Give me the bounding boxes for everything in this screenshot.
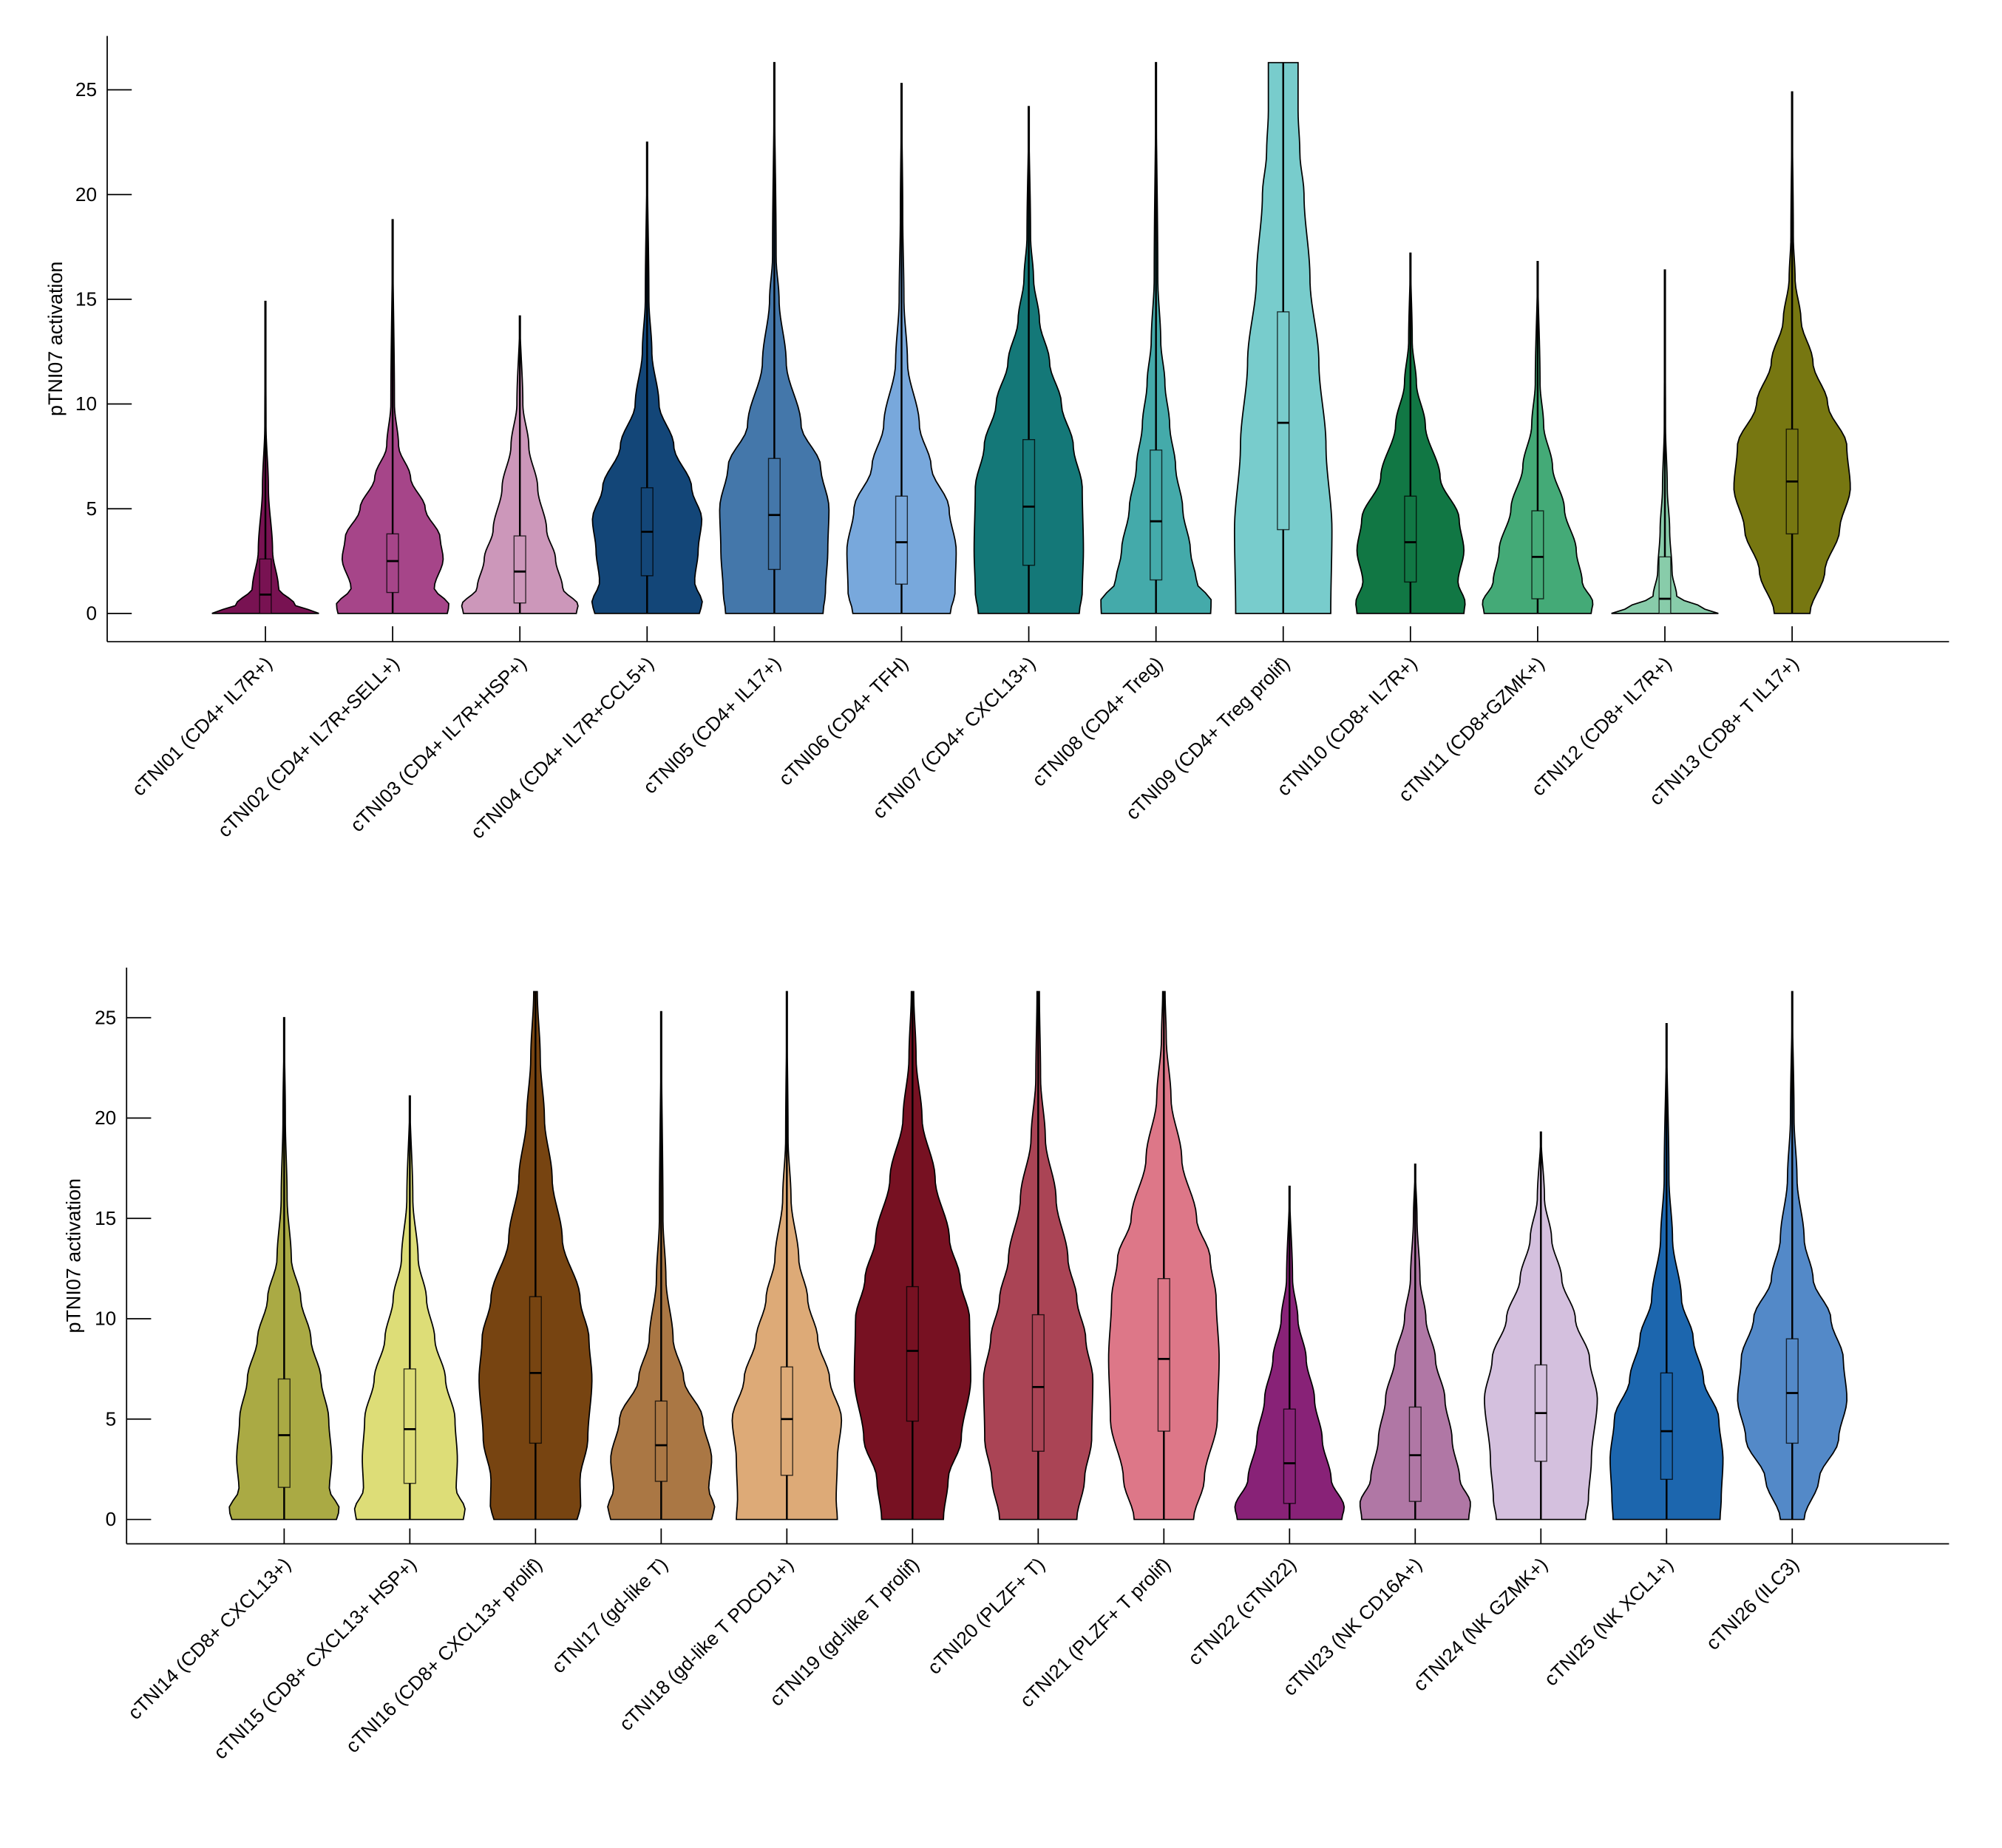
iqr-box bbox=[1157, 1278, 1170, 1432]
x-tick-label: cTNI12 (CD8+ IL7R+) bbox=[1527, 652, 1675, 800]
violin-group: cTNI02 (CD4+ IL7R+SELL+) bbox=[213, 219, 449, 841]
iqr-box bbox=[1404, 495, 1417, 583]
iqr-box bbox=[906, 1285, 919, 1422]
x-tick-label: cTNI16 (CD8+ CXCL13+ prolif) bbox=[342, 1553, 547, 1757]
violin-group: cTNI01 (CD4+ IL7R+) bbox=[127, 300, 319, 801]
x-tick-label: cTNI01 (CD4+ IL7R+) bbox=[127, 652, 276, 800]
x-tick-label: cTNI08 (CD4+ Treg) bbox=[1028, 652, 1167, 790]
y-tick-label: 20 bbox=[95, 1107, 116, 1129]
x-tick-label: cTNI11 (CD8+GZMK+) bbox=[1394, 652, 1548, 806]
iqr-box bbox=[895, 495, 909, 585]
violin-group: cTNI13 (CD8+ T IL17+) bbox=[1645, 91, 1851, 809]
iqr-box bbox=[1283, 1408, 1296, 1504]
iqr-box bbox=[277, 1378, 291, 1488]
y-tick-label: 25 bbox=[75, 78, 97, 101]
iqr-box bbox=[1277, 311, 1290, 531]
iqr-box bbox=[1031, 1314, 1045, 1452]
y-tick-label: 15 bbox=[75, 288, 97, 310]
iqr-box bbox=[513, 535, 526, 604]
iqr-box bbox=[654, 1400, 668, 1482]
y-axis-title: pTNI07 activation bbox=[62, 1178, 84, 1333]
y-tick-label: 15 bbox=[95, 1207, 116, 1229]
iqr-box bbox=[1785, 1338, 1799, 1444]
y-tick-label: 5 bbox=[106, 1408, 117, 1430]
y-tick-label: 5 bbox=[86, 497, 97, 520]
x-tick-label: cTNI26 (ILC3) bbox=[1701, 1553, 1803, 1654]
x-tick-label: cTNI23 (NK CD16A+) bbox=[1278, 1553, 1426, 1700]
y-tick-label: 0 bbox=[86, 602, 97, 625]
iqr-box bbox=[259, 558, 272, 614]
iqr-box bbox=[1022, 439, 1036, 566]
x-tick-label: cTNI25 (NK XCL1+) bbox=[1540, 1553, 1677, 1690]
y-tick-label: 10 bbox=[75, 393, 97, 415]
iqr-box bbox=[1531, 510, 1544, 599]
x-tick-label: cTNI06 (CD4+ TFH) bbox=[774, 652, 912, 789]
y-tick-label: 0 bbox=[106, 1508, 117, 1530]
violin-group: cTNI26 (ILC3) bbox=[1701, 991, 1848, 1654]
top-panel: 0 5 10 15 20 25 pTNI07 activation cTNI01 (CD4+ … bbox=[44, 35, 1950, 843]
x-tick-label: cTNI05 (CD4+ IL17+) bbox=[639, 652, 785, 798]
x-tick-label: cTNI13 (CD8+ T IL17+) bbox=[1645, 652, 1803, 809]
iqr-box bbox=[1658, 556, 1672, 614]
x-tick-label: cTNI15 (CD8+ CXCL13+ HSP+) bbox=[209, 1553, 421, 1764]
iqr-box bbox=[767, 458, 781, 571]
x-tick-label: cTNI17 (gd-like T) bbox=[547, 1553, 672, 1677]
iqr-box bbox=[1150, 449, 1163, 581]
iqr-box bbox=[529, 1296, 542, 1444]
y-axis-title: pTNI07 activation bbox=[44, 262, 67, 416]
iqr-box bbox=[403, 1368, 416, 1484]
x-tick-label: cTNI24 (NK GZMK+) bbox=[1408, 1553, 1552, 1695]
iqr-box bbox=[1660, 1372, 1673, 1480]
x-tick-label: cTNI20 (PLZF+ T) bbox=[923, 1553, 1049, 1679]
bottom-panel: 0 5 10 15 20 25 pTNI07 activation cTNI14 (CD8+ … bbox=[62, 968, 1950, 1764]
y-tick-label: 25 bbox=[95, 1006, 116, 1028]
x-tick-label: cTNI22 (cTNI22) bbox=[1184, 1553, 1300, 1669]
iqr-box bbox=[780, 1366, 793, 1476]
violin-group: cTNI14 (CD8+ CXCL13+) bbox=[123, 1016, 340, 1724]
y-tick-label: 10 bbox=[95, 1308, 116, 1330]
x-tick-label: cTNI10 (CD8+ IL7R+) bbox=[1272, 652, 1421, 800]
iqr-box bbox=[386, 533, 399, 594]
y-tick-label: 20 bbox=[75, 183, 97, 205]
